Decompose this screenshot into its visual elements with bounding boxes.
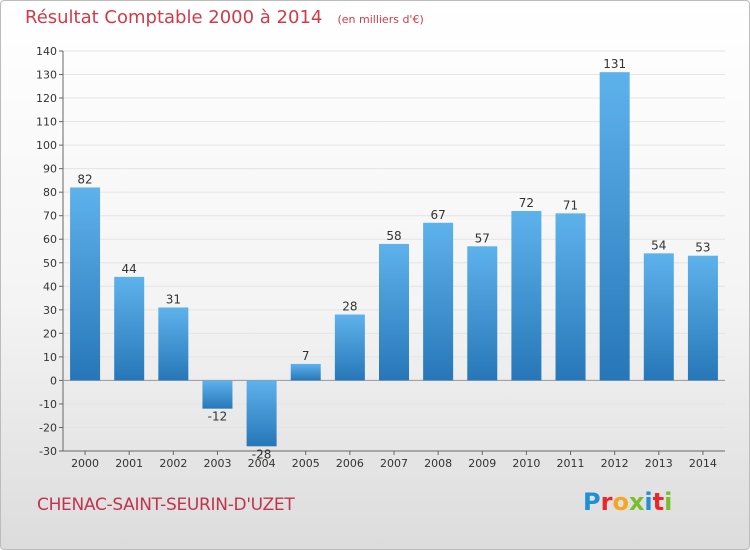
y-tick-label: 70 — [43, 210, 57, 223]
bar — [114, 276, 145, 381]
x-tick-label: 2011 — [557, 457, 585, 470]
data-label: 44 — [122, 262, 137, 276]
bar — [511, 211, 542, 381]
logo-letter: i — [644, 488, 653, 516]
logo-letter: r — [600, 488, 613, 516]
bar — [379, 243, 409, 381]
y-tick-label: 100 — [36, 139, 57, 152]
x-tick-label: 2007 — [380, 457, 408, 470]
logo-letter: t — [652, 488, 665, 516]
y-tick-label: 130 — [36, 69, 57, 82]
x-tick-label: 2009 — [468, 457, 496, 470]
y-tick-label: -20 — [39, 421, 57, 434]
data-label: 53 — [695, 241, 710, 255]
bar — [555, 213, 586, 381]
data-label: 28 — [342, 300, 357, 314]
commune-name: CHENAC-SAINT-SEURIN-D'UZET — [37, 495, 295, 515]
x-tick-label: 2012 — [601, 457, 629, 470]
logo-letter: P — [583, 488, 601, 516]
logo-letter: i — [664, 488, 673, 516]
data-label: -12 — [208, 410, 228, 424]
data-label: 31 — [166, 292, 181, 306]
bar — [467, 246, 498, 381]
y-tick-label: 10 — [43, 351, 57, 364]
y-tick-label: 80 — [43, 186, 57, 199]
x-tick-label: 2013 — [645, 457, 673, 470]
x-tick-label: 2008 — [424, 457, 452, 470]
y-tick-label: 120 — [36, 92, 57, 105]
x-tick-label: 2014 — [689, 457, 717, 470]
y-tick-label: 90 — [43, 163, 57, 176]
y-tick-label: 20 — [43, 327, 57, 340]
x-tick-label: 2006 — [336, 457, 364, 470]
y-tick-label: 40 — [43, 280, 57, 293]
y-tick-label: 50 — [43, 257, 57, 270]
logo-letter: x — [628, 488, 645, 516]
x-tick-label: 2005 — [292, 457, 320, 470]
bar — [423, 222, 454, 381]
x-tick-label: 2003 — [203, 457, 231, 470]
data-label: 72 — [519, 196, 534, 210]
chart-title: Résultat Comptable 2000 à 2014 — [25, 7, 323, 28]
proxiti-logo: Proxiti — [583, 488, 672, 516]
bar — [643, 253, 674, 381]
data-label: 57 — [475, 231, 490, 245]
data-label: 54 — [651, 238, 666, 252]
data-label: 7 — [302, 349, 310, 363]
y-tick-label: 30 — [43, 304, 57, 317]
bar — [290, 363, 321, 381]
y-tick-label: 140 — [36, 45, 57, 58]
bar — [246, 380, 277, 447]
chart-subtitle: (en milliers d'€) — [337, 13, 424, 26]
x-tick-label: 2004 — [248, 457, 276, 470]
data-label: -28 — [252, 447, 272, 461]
bar — [334, 314, 365, 381]
x-tick-label: 2010 — [512, 457, 540, 470]
bar — [202, 380, 233, 409]
x-tick-label: 2000 — [71, 457, 99, 470]
bar — [599, 72, 630, 381]
data-label: 71 — [563, 198, 578, 212]
data-label: 82 — [77, 172, 92, 186]
title-row: Résultat Comptable 2000 à 2014 (en milli… — [25, 7, 424, 28]
y-tick-label: 60 — [43, 233, 57, 246]
bar — [158, 307, 189, 381]
bar — [70, 187, 101, 381]
data-label: 58 — [386, 229, 401, 243]
y-tick-label: 110 — [36, 116, 57, 129]
data-label: 131 — [603, 57, 626, 71]
x-tick-label: 2002 — [159, 457, 187, 470]
logo-letter: o — [612, 488, 629, 516]
data-label: 67 — [430, 208, 445, 222]
y-tick-label: -30 — [39, 445, 57, 458]
y-tick-label: -10 — [39, 398, 57, 411]
bar — [687, 255, 718, 381]
y-tick-label: 0 — [50, 374, 57, 387]
x-tick-label: 2001 — [115, 457, 143, 470]
